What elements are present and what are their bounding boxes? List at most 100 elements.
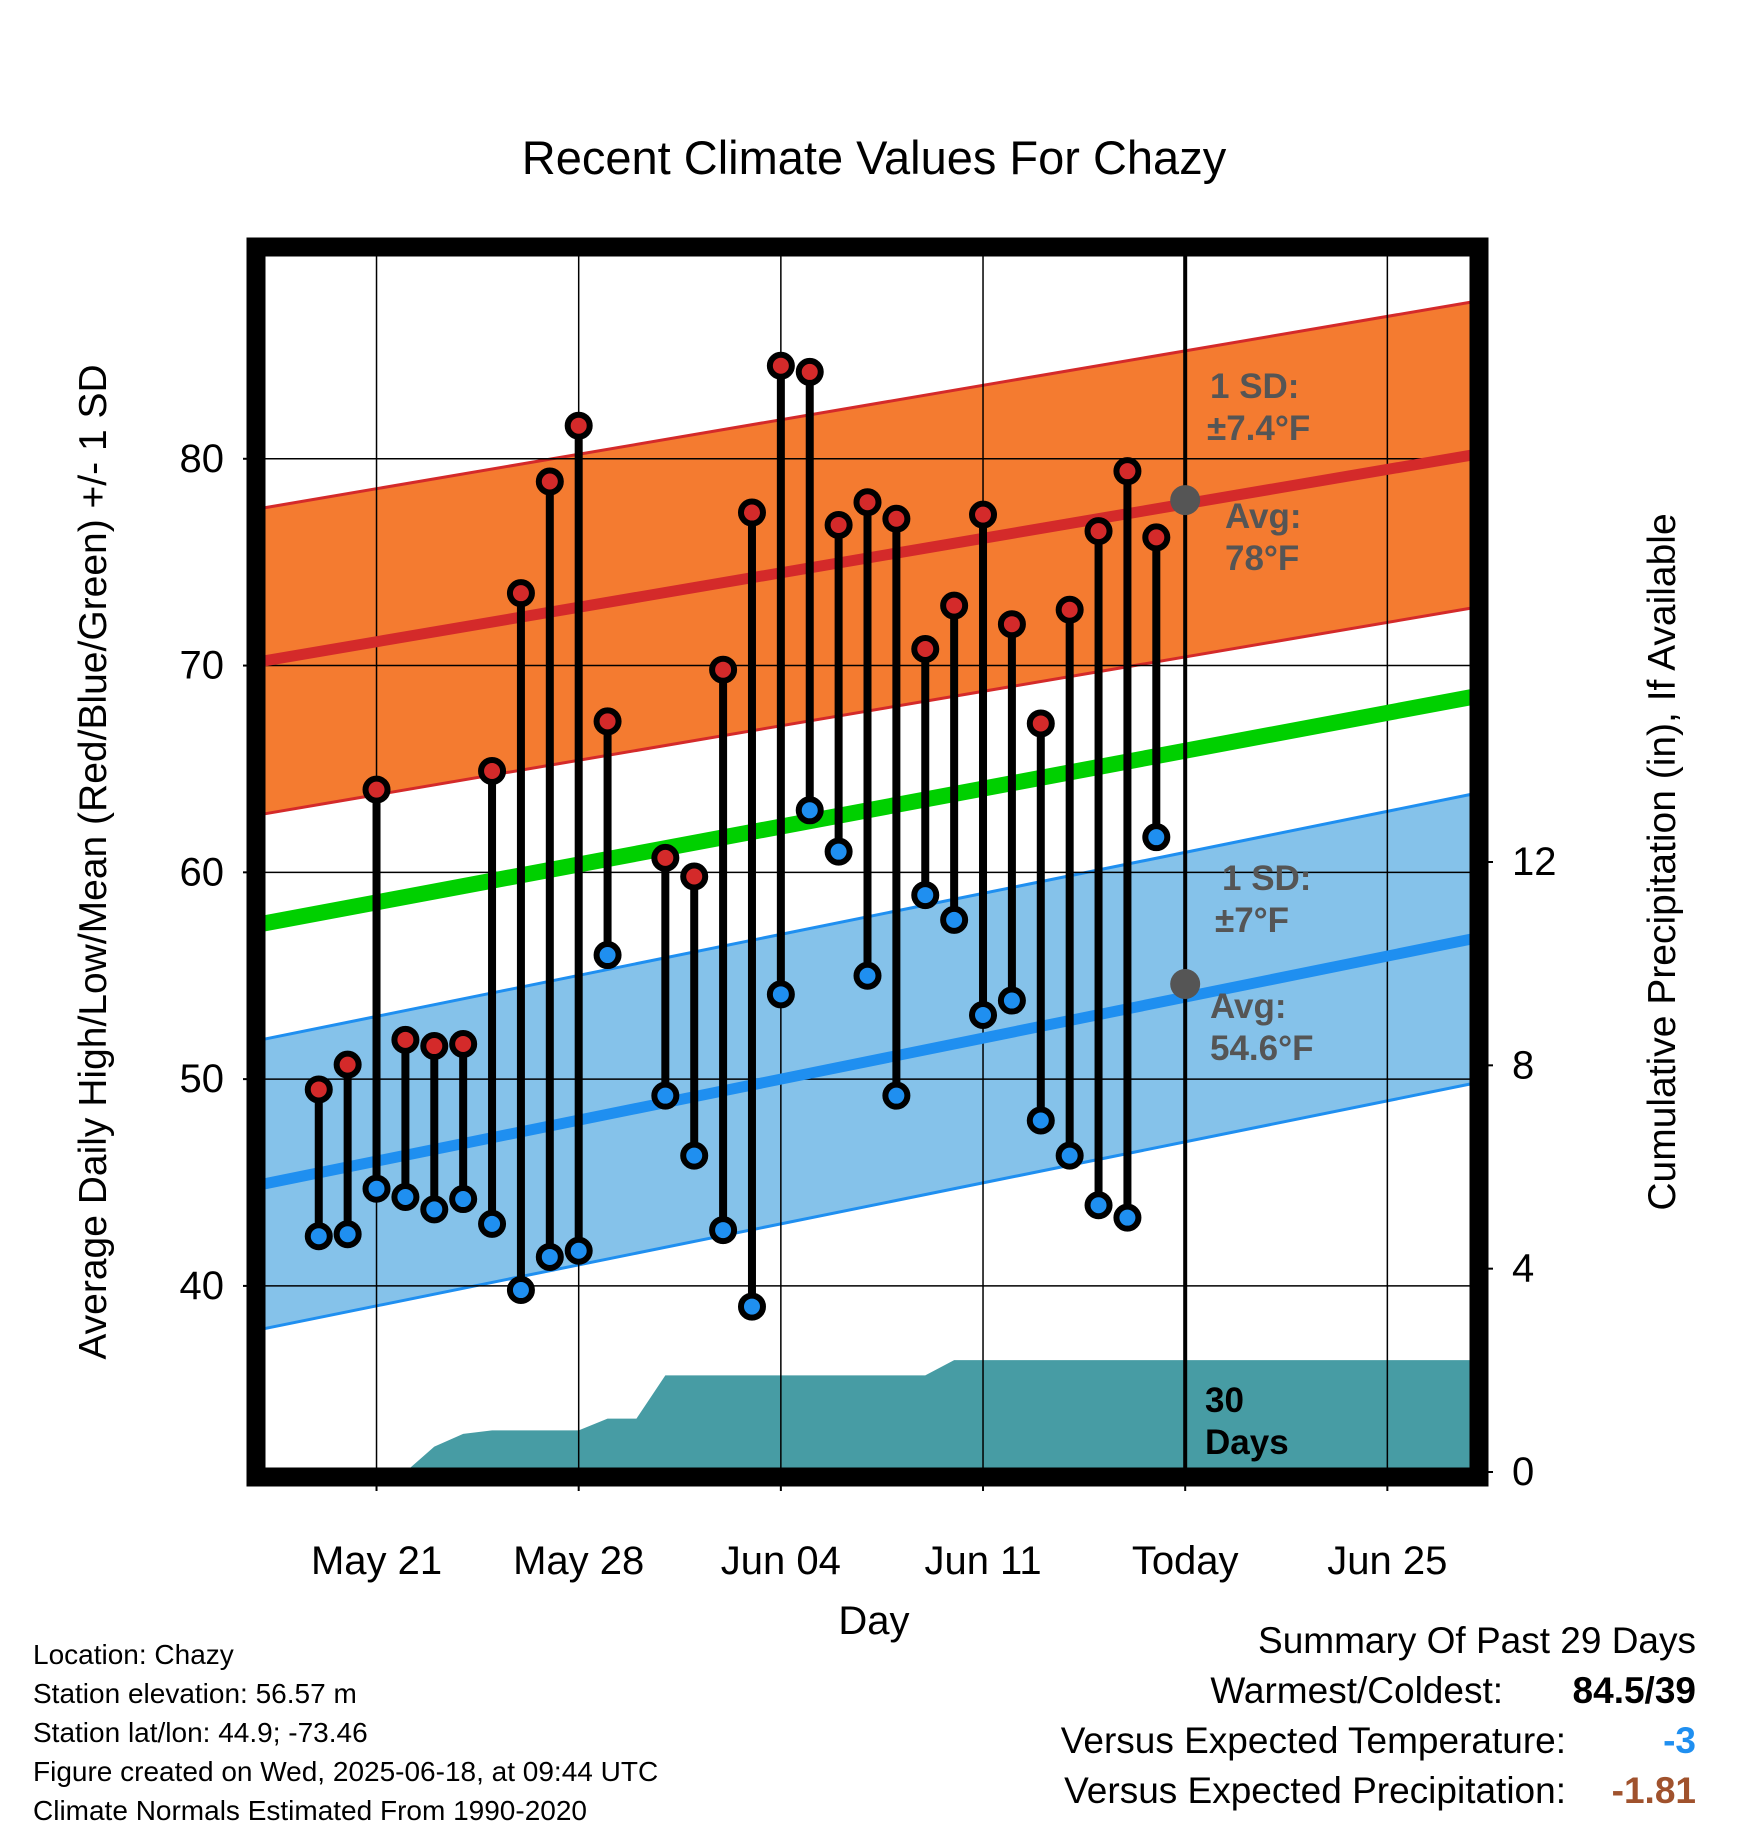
high-point [824,510,853,539]
low-point [1142,823,1171,852]
y-tick-label: 50 [180,1057,225,1101]
high-point [1113,457,1142,486]
chart-title: Recent Climate Values For Chazy [522,131,1227,184]
high-sd-value: ±7.4°F [1207,409,1310,448]
low-point [535,1242,564,1271]
high-point [362,775,391,804]
low-point [362,1174,391,1203]
y2-tick-label: 4 [1512,1247,1534,1291]
low-point [709,1216,738,1245]
low-point [940,905,969,934]
low-point [795,796,824,825]
today-low-avg-marker [1170,969,1201,999]
high-point [911,635,940,664]
low-sd-band-lower-edge [260,1081,1475,1331]
x-tick-label: Jun 25 [1327,1539,1447,1583]
x-tick-label: Jun 11 [924,1539,1041,1583]
high-sd-label: 1 SD: [1210,367,1299,406]
y2-tick-label: 12 [1512,840,1557,884]
summary-warm-cold-value: 84.5/39 [1572,1670,1696,1711]
high-point [333,1050,362,1079]
high-point [1142,523,1171,552]
y2-tick-label: 8 [1512,1043,1534,1087]
low-point [824,837,853,866]
summary-precip-label: Versus Expected Precipitation: [1064,1770,1566,1811]
low-point [506,1276,535,1305]
low-point [1026,1106,1055,1135]
low-point [1055,1141,1084,1170]
days-label-number: 30 [1205,1381,1244,1420]
high-point [506,579,535,608]
high-point [449,1029,478,1058]
high-point [1084,517,1113,546]
low-point [1084,1191,1113,1220]
x-tick-label: May 28 [513,1539,644,1583]
high-point [535,467,564,496]
high-point [969,500,998,529]
low-point [853,961,882,990]
low-point [997,986,1026,1015]
high-point [680,862,709,891]
high-point [795,357,824,386]
low-point [478,1209,507,1238]
high-point [882,504,911,533]
high-point [391,1025,420,1054]
high-point [997,610,1026,639]
low-point [882,1081,911,1110]
low-point [969,1001,998,1030]
summary-temp-value: -3 [1663,1720,1696,1761]
low-avg-label: Avg: [1210,987,1286,1026]
info-normals: Climate Normals Estimated From 1990-2020 [33,1795,587,1826]
low-point [651,1081,680,1110]
info-latlon: Station lat/lon: 44.9; -73.46 [33,1717,368,1748]
low-point [564,1236,593,1265]
y-axis-label: Average Daily High/Low/Mean (Red/Blue/Gr… [72,364,115,1359]
high-sd-band-upper-edge [260,300,1475,510]
low-sd-value: ±7°F [1215,901,1289,940]
x-tick-label: May 21 [311,1539,442,1583]
low-point [304,1222,333,1251]
low-point [911,881,940,910]
high-avg-value: 78°F [1225,539,1299,578]
high-point [478,757,507,786]
low-point [680,1141,709,1170]
x-axis-label: Day [838,1599,909,1643]
today-high-avg-marker [1170,485,1201,516]
info-created: Figure created on Wed, 2025-06-18, at 09… [33,1756,659,1787]
high-point [853,488,882,517]
y-tick-label: 40 [180,1264,225,1308]
high-point [593,707,622,736]
y-tick-label: 70 [180,644,225,688]
x-tick-label: Jun 04 [721,1539,841,1583]
high-point [651,843,680,872]
summary-temp-label: Versus Expected Temperature: [1060,1720,1566,1761]
precip-area [261,1360,1474,1472]
summary-warm-cold-label: Warmest/Coldest: [1210,1670,1503,1711]
y-tick-label: 80 [180,437,225,481]
high-point [766,351,795,380]
low-point [766,980,795,1009]
low-point [391,1182,420,1211]
high-point [709,655,738,684]
summary-title: Summary Of Past 29 Days [1258,1620,1696,1661]
y2-axis-label: Cumulative Precipitation (in), If Availa… [1641,513,1684,1210]
low-point [737,1292,766,1321]
low-sd-label: 1 SD: [1222,859,1311,898]
low-point [420,1195,449,1224]
low-point [1113,1203,1142,1232]
low-point [593,941,622,970]
high-avg-label: Avg: [1225,497,1301,536]
high-point [304,1075,333,1104]
info-location: Location: Chazy [33,1639,234,1670]
high-point [564,411,593,440]
low-point [333,1220,362,1249]
high-point [940,591,969,620]
y2-tick-label: 0 [1512,1450,1534,1494]
high-point [1055,595,1084,624]
info-elevation: Station elevation: 56.57 m [33,1678,357,1709]
high-point [1026,709,1055,738]
x-tick-label: Today [1132,1539,1239,1583]
high-point [737,498,766,527]
days-label-text: Days [1205,1423,1289,1462]
